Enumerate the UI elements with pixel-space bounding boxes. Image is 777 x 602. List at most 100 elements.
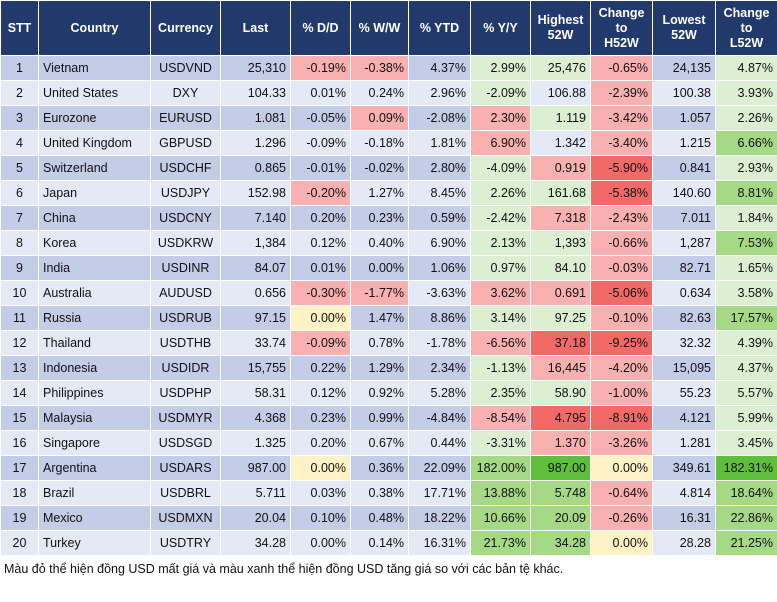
- table-cell: -0.02%: [350, 155, 409, 181]
- table-cell: EURUSD: [150, 105, 221, 131]
- table-cell: 84.10: [530, 255, 591, 281]
- table-cell: Korea: [38, 230, 151, 256]
- table-cell: -0.20%: [290, 180, 351, 206]
- table-cell: -0.65%: [590, 55, 653, 81]
- table-cell: 13: [0, 355, 39, 381]
- table-cell: -4.09%: [470, 155, 531, 181]
- table-cell: -4.84%: [408, 405, 471, 431]
- table-row: 1 Vietnam USDVND 25,310 -0.19% -0.38% 4.37% 2.9…: [0, 55, 777, 81]
- table-cell: -2.39%: [590, 80, 653, 106]
- column-header: Highest 52W: [530, 0, 591, 56]
- table-cell: 37.18: [530, 330, 591, 356]
- table-cell: 0.78%: [350, 330, 409, 356]
- table-cell: 0.36%: [350, 455, 409, 481]
- table-cell: China: [38, 205, 151, 231]
- table-cell: 1.119: [530, 105, 591, 131]
- table-cell: -2.08%: [408, 105, 471, 131]
- fx-table: STT Country Currency Last% D/D% W/W% YTD% Y…: [0, 0, 777, 556]
- table-cell: 16,445: [530, 355, 591, 381]
- table-cell: USDRUB: [150, 305, 221, 331]
- table-cell: 0.40%: [350, 230, 409, 256]
- table-cell: 11: [0, 305, 39, 331]
- table-cell: -3.42%: [590, 105, 653, 131]
- table-cell: 1.057: [652, 105, 716, 131]
- table-cell: -1.78%: [408, 330, 471, 356]
- table-cell: -0.03%: [590, 255, 653, 281]
- table-cell: USDBRL: [150, 480, 221, 506]
- table-row: 17 Argentina USDARS 987.00 0.00% 0.36% 22.09% 1…: [0, 455, 777, 481]
- table-cell: -0.10%: [590, 305, 653, 331]
- table-cell: 0.20%: [290, 430, 351, 456]
- table-cell: -4.20%: [590, 355, 653, 381]
- table-cell: 7.011: [652, 205, 716, 231]
- table-cell: 1.81%: [408, 130, 471, 156]
- table-cell: 21.73%: [470, 530, 531, 556]
- table-cell: 1.325: [220, 430, 291, 456]
- table-cell: 1.370: [530, 430, 591, 456]
- table-cell: USDSGD: [150, 430, 221, 456]
- table-cell: 2.34%: [408, 355, 471, 381]
- table-cell: 161.68: [530, 180, 591, 206]
- table-cell: 8: [0, 230, 39, 256]
- table-cell: 25,310: [220, 55, 291, 81]
- table-cell: USDMYR: [150, 405, 221, 431]
- table-row: 18 Brazil USDBRL 5.711 0.03% 0.38% 17.71% 13.88…: [0, 480, 777, 506]
- table-cell: 0.92%: [350, 380, 409, 406]
- table-cell: USDJPY: [150, 180, 221, 206]
- table-cell: Russia: [38, 305, 151, 331]
- table-cell: 82.63: [652, 305, 716, 331]
- table-cell: 0.44%: [408, 430, 471, 456]
- table-cell: 0.00%: [290, 455, 351, 481]
- table-cell: 32.32: [652, 330, 716, 356]
- table-cell: 0.656: [220, 280, 291, 306]
- table-cell: 0.38%: [350, 480, 409, 506]
- table-cell: 0.691: [530, 280, 591, 306]
- column-header: % D/D: [290, 0, 351, 56]
- table-cell: -0.05%: [290, 105, 351, 131]
- table-cell: USDIDR: [150, 355, 221, 381]
- table-cell: 5: [0, 155, 39, 181]
- table-cell: -1.00%: [590, 380, 653, 406]
- table-cell: 58.31: [220, 380, 291, 406]
- table-body: 1 Vietnam USDVND 25,310 -0.19% -0.38% 4.37% 2.9…: [0, 55, 777, 556]
- table-cell: 1,384: [220, 230, 291, 256]
- table-cell: Vietnam: [38, 55, 151, 81]
- table-cell: 2.99%: [470, 55, 531, 81]
- table-cell: 12: [0, 330, 39, 356]
- table-cell: Switzerland: [38, 155, 151, 181]
- table-cell: 152.98: [220, 180, 291, 206]
- table-cell: 4.814: [652, 480, 716, 506]
- table-cell: 0.00%: [290, 305, 351, 331]
- table-cell: -0.64%: [590, 480, 653, 506]
- table-cell: 2.35%: [470, 380, 531, 406]
- table-cell: 0.10%: [290, 505, 351, 531]
- column-header: STT: [0, 0, 39, 56]
- table-row: 2 United States DXY 104.33 0.01% 0.24% 2.96% -2…: [0, 80, 777, 106]
- table-cell: 4.37%: [715, 355, 777, 381]
- table-cell: 84.07: [220, 255, 291, 281]
- table-cell: USDPHP: [150, 380, 221, 406]
- table-cell: 0.59%: [408, 205, 471, 231]
- table-cell: 1.296: [220, 130, 291, 156]
- table-cell: 3.14%: [470, 305, 531, 331]
- table-cell: 97.25: [530, 305, 591, 331]
- table-row: 8 Korea USDKRW 1,384 0.12% 0.40% 6.90% 2.13% 1,3…: [0, 230, 777, 256]
- table-cell: USDCNY: [150, 205, 221, 231]
- table-cell: Mexico: [38, 505, 151, 531]
- table-cell: 0.03%: [290, 480, 351, 506]
- table-cell: USDKRW: [150, 230, 221, 256]
- table-cell: 182.31%: [715, 455, 777, 481]
- table-cell: 0.919: [530, 155, 591, 181]
- table-cell: -8.91%: [590, 405, 653, 431]
- table-cell: 1,287: [652, 230, 716, 256]
- table-cell: 0.00%: [350, 255, 409, 281]
- table-cell: 97.15: [220, 305, 291, 331]
- table-cell: Singapore: [38, 430, 151, 456]
- table-cell: 5.711: [220, 480, 291, 506]
- table-cell: -0.01%: [290, 155, 351, 181]
- table-cell: 349.61: [652, 455, 716, 481]
- column-header: Currency: [150, 0, 221, 56]
- table-cell: 16.31: [652, 505, 716, 531]
- table-cell: 3.62%: [470, 280, 531, 306]
- table-cell: 3.45%: [715, 430, 777, 456]
